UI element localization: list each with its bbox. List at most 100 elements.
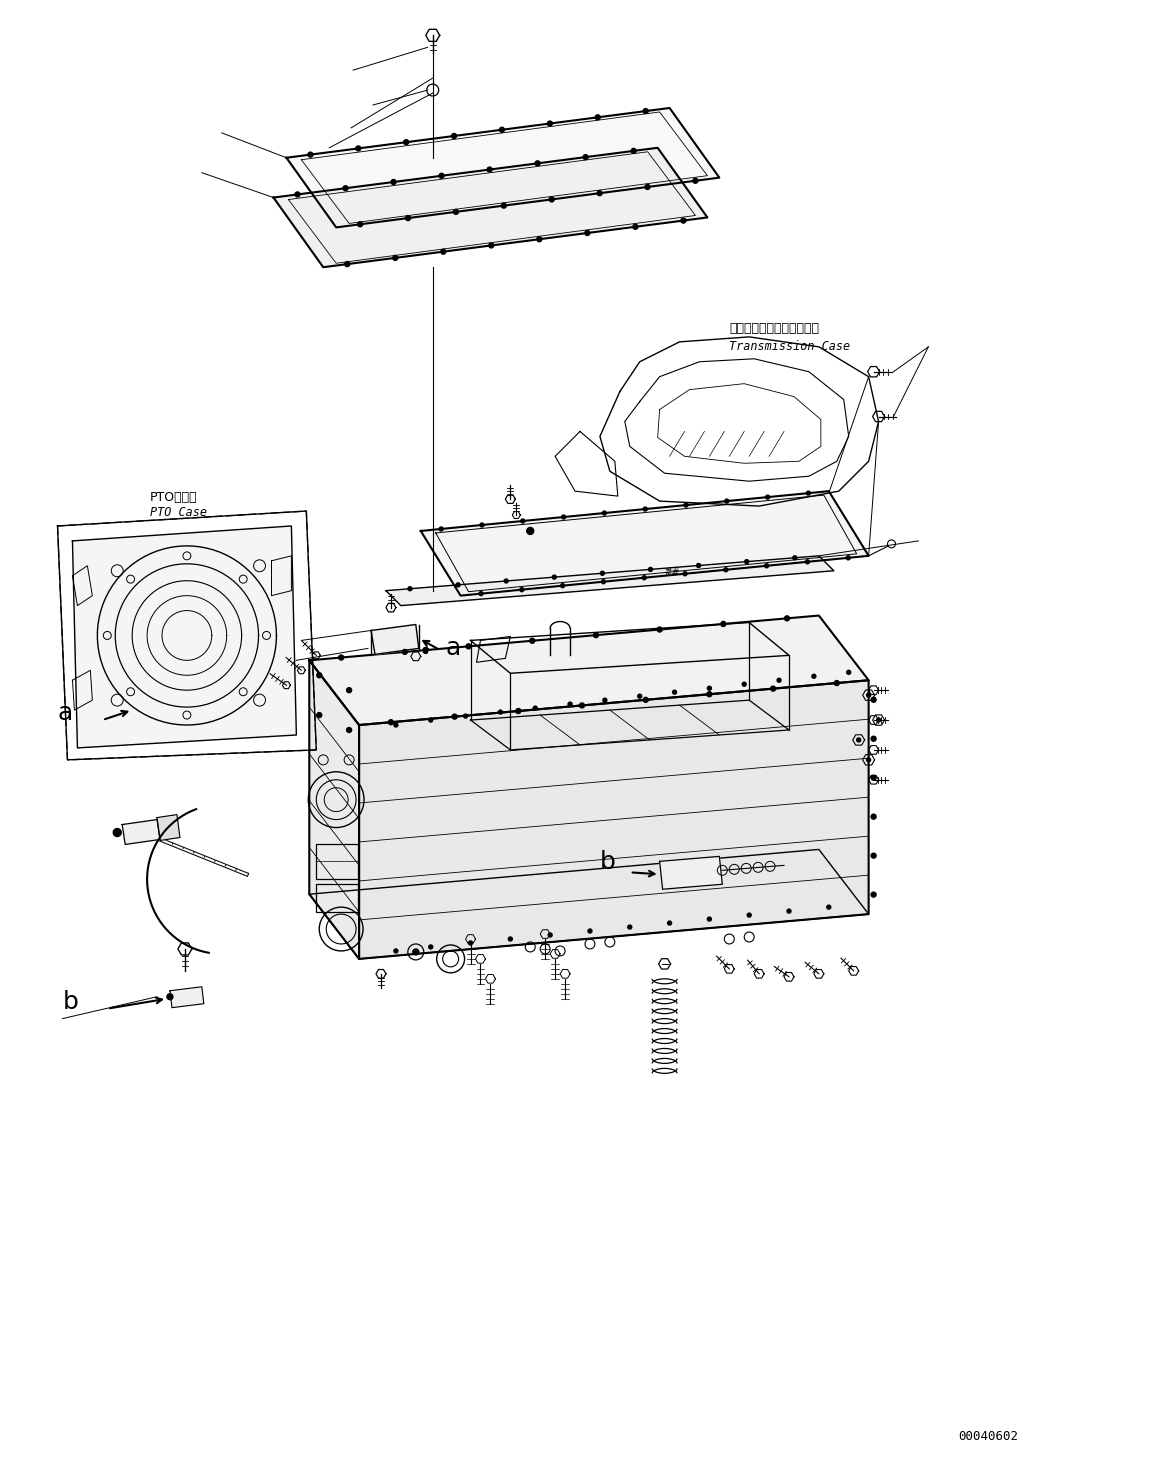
Circle shape [316, 712, 322, 717]
Text: a: a [57, 701, 73, 726]
Circle shape [388, 720, 393, 724]
Circle shape [585, 231, 590, 235]
Circle shape [391, 180, 397, 184]
Text: a: a [445, 637, 461, 660]
Circle shape [742, 682, 747, 686]
Circle shape [642, 575, 647, 580]
Text: b: b [600, 850, 615, 875]
Circle shape [680, 218, 686, 223]
Circle shape [316, 673, 322, 677]
Text: ##: ## [663, 566, 680, 578]
Circle shape [707, 692, 712, 696]
Circle shape [871, 736, 876, 742]
Polygon shape [359, 680, 869, 959]
Circle shape [469, 942, 472, 945]
Circle shape [628, 926, 632, 929]
Circle shape [338, 656, 343, 660]
Circle shape [847, 670, 850, 675]
Circle shape [394, 949, 398, 953]
Circle shape [866, 694, 871, 698]
Circle shape [358, 222, 363, 226]
Circle shape [597, 191, 602, 196]
Circle shape [394, 723, 398, 727]
Circle shape [707, 917, 712, 921]
Text: PTO Case: PTO Case [150, 507, 207, 518]
Circle shape [785, 616, 790, 620]
Circle shape [537, 237, 542, 242]
Circle shape [600, 571, 605, 575]
Circle shape [683, 572, 687, 575]
Circle shape [771, 686, 776, 691]
Circle shape [499, 127, 505, 133]
Circle shape [527, 527, 534, 534]
Circle shape [806, 559, 809, 564]
Text: 00040602: 00040602 [958, 1431, 1018, 1442]
Circle shape [777, 679, 782, 682]
Circle shape [588, 929, 592, 933]
Circle shape [393, 255, 398, 260]
Circle shape [552, 575, 556, 580]
Circle shape [454, 209, 458, 215]
Polygon shape [386, 556, 834, 606]
Circle shape [747, 912, 751, 917]
Circle shape [633, 225, 637, 229]
Circle shape [167, 994, 173, 1000]
Circle shape [579, 702, 585, 708]
Circle shape [601, 580, 606, 584]
Circle shape [548, 121, 552, 126]
Circle shape [866, 758, 871, 762]
Circle shape [464, 714, 468, 718]
Circle shape [505, 580, 508, 583]
Circle shape [723, 568, 728, 572]
Polygon shape [309, 660, 359, 959]
Circle shape [871, 698, 876, 702]
Circle shape [402, 650, 407, 654]
Polygon shape [122, 819, 160, 844]
Circle shape [595, 115, 600, 120]
Circle shape [466, 644, 471, 648]
Circle shape [548, 933, 552, 937]
Circle shape [793, 556, 797, 559]
Circle shape [857, 737, 861, 742]
Circle shape [643, 108, 648, 114]
Circle shape [479, 591, 483, 596]
Circle shape [413, 949, 419, 955]
Text: PTOケース: PTOケース [150, 491, 198, 504]
Circle shape [672, 691, 677, 693]
Circle shape [113, 828, 121, 837]
Polygon shape [157, 815, 180, 841]
Polygon shape [170, 987, 204, 1007]
Circle shape [806, 491, 811, 495]
Circle shape [583, 155, 588, 159]
Circle shape [295, 191, 300, 197]
Circle shape [707, 686, 712, 691]
Circle shape [429, 718, 433, 723]
Text: b: b [63, 990, 78, 1013]
Circle shape [533, 707, 537, 710]
Circle shape [344, 261, 350, 267]
Circle shape [535, 161, 540, 166]
Polygon shape [371, 625, 419, 654]
Bar [316, 885, 358, 912]
Circle shape [488, 242, 494, 248]
Circle shape [456, 583, 461, 587]
Polygon shape [309, 616, 869, 726]
Circle shape [643, 698, 648, 702]
Circle shape [725, 499, 729, 504]
Circle shape [684, 504, 688, 507]
Circle shape [347, 688, 351, 692]
Polygon shape [273, 147, 707, 267]
Circle shape [487, 166, 492, 172]
Circle shape [440, 527, 443, 531]
Circle shape [877, 718, 880, 723]
Circle shape [452, 714, 457, 720]
Circle shape [645, 184, 650, 190]
Circle shape [520, 588, 523, 591]
Circle shape [508, 937, 513, 942]
Circle shape [847, 556, 850, 559]
Circle shape [602, 511, 606, 515]
Circle shape [649, 568, 652, 571]
Polygon shape [659, 857, 722, 889]
Circle shape [308, 152, 313, 158]
Circle shape [549, 197, 555, 201]
